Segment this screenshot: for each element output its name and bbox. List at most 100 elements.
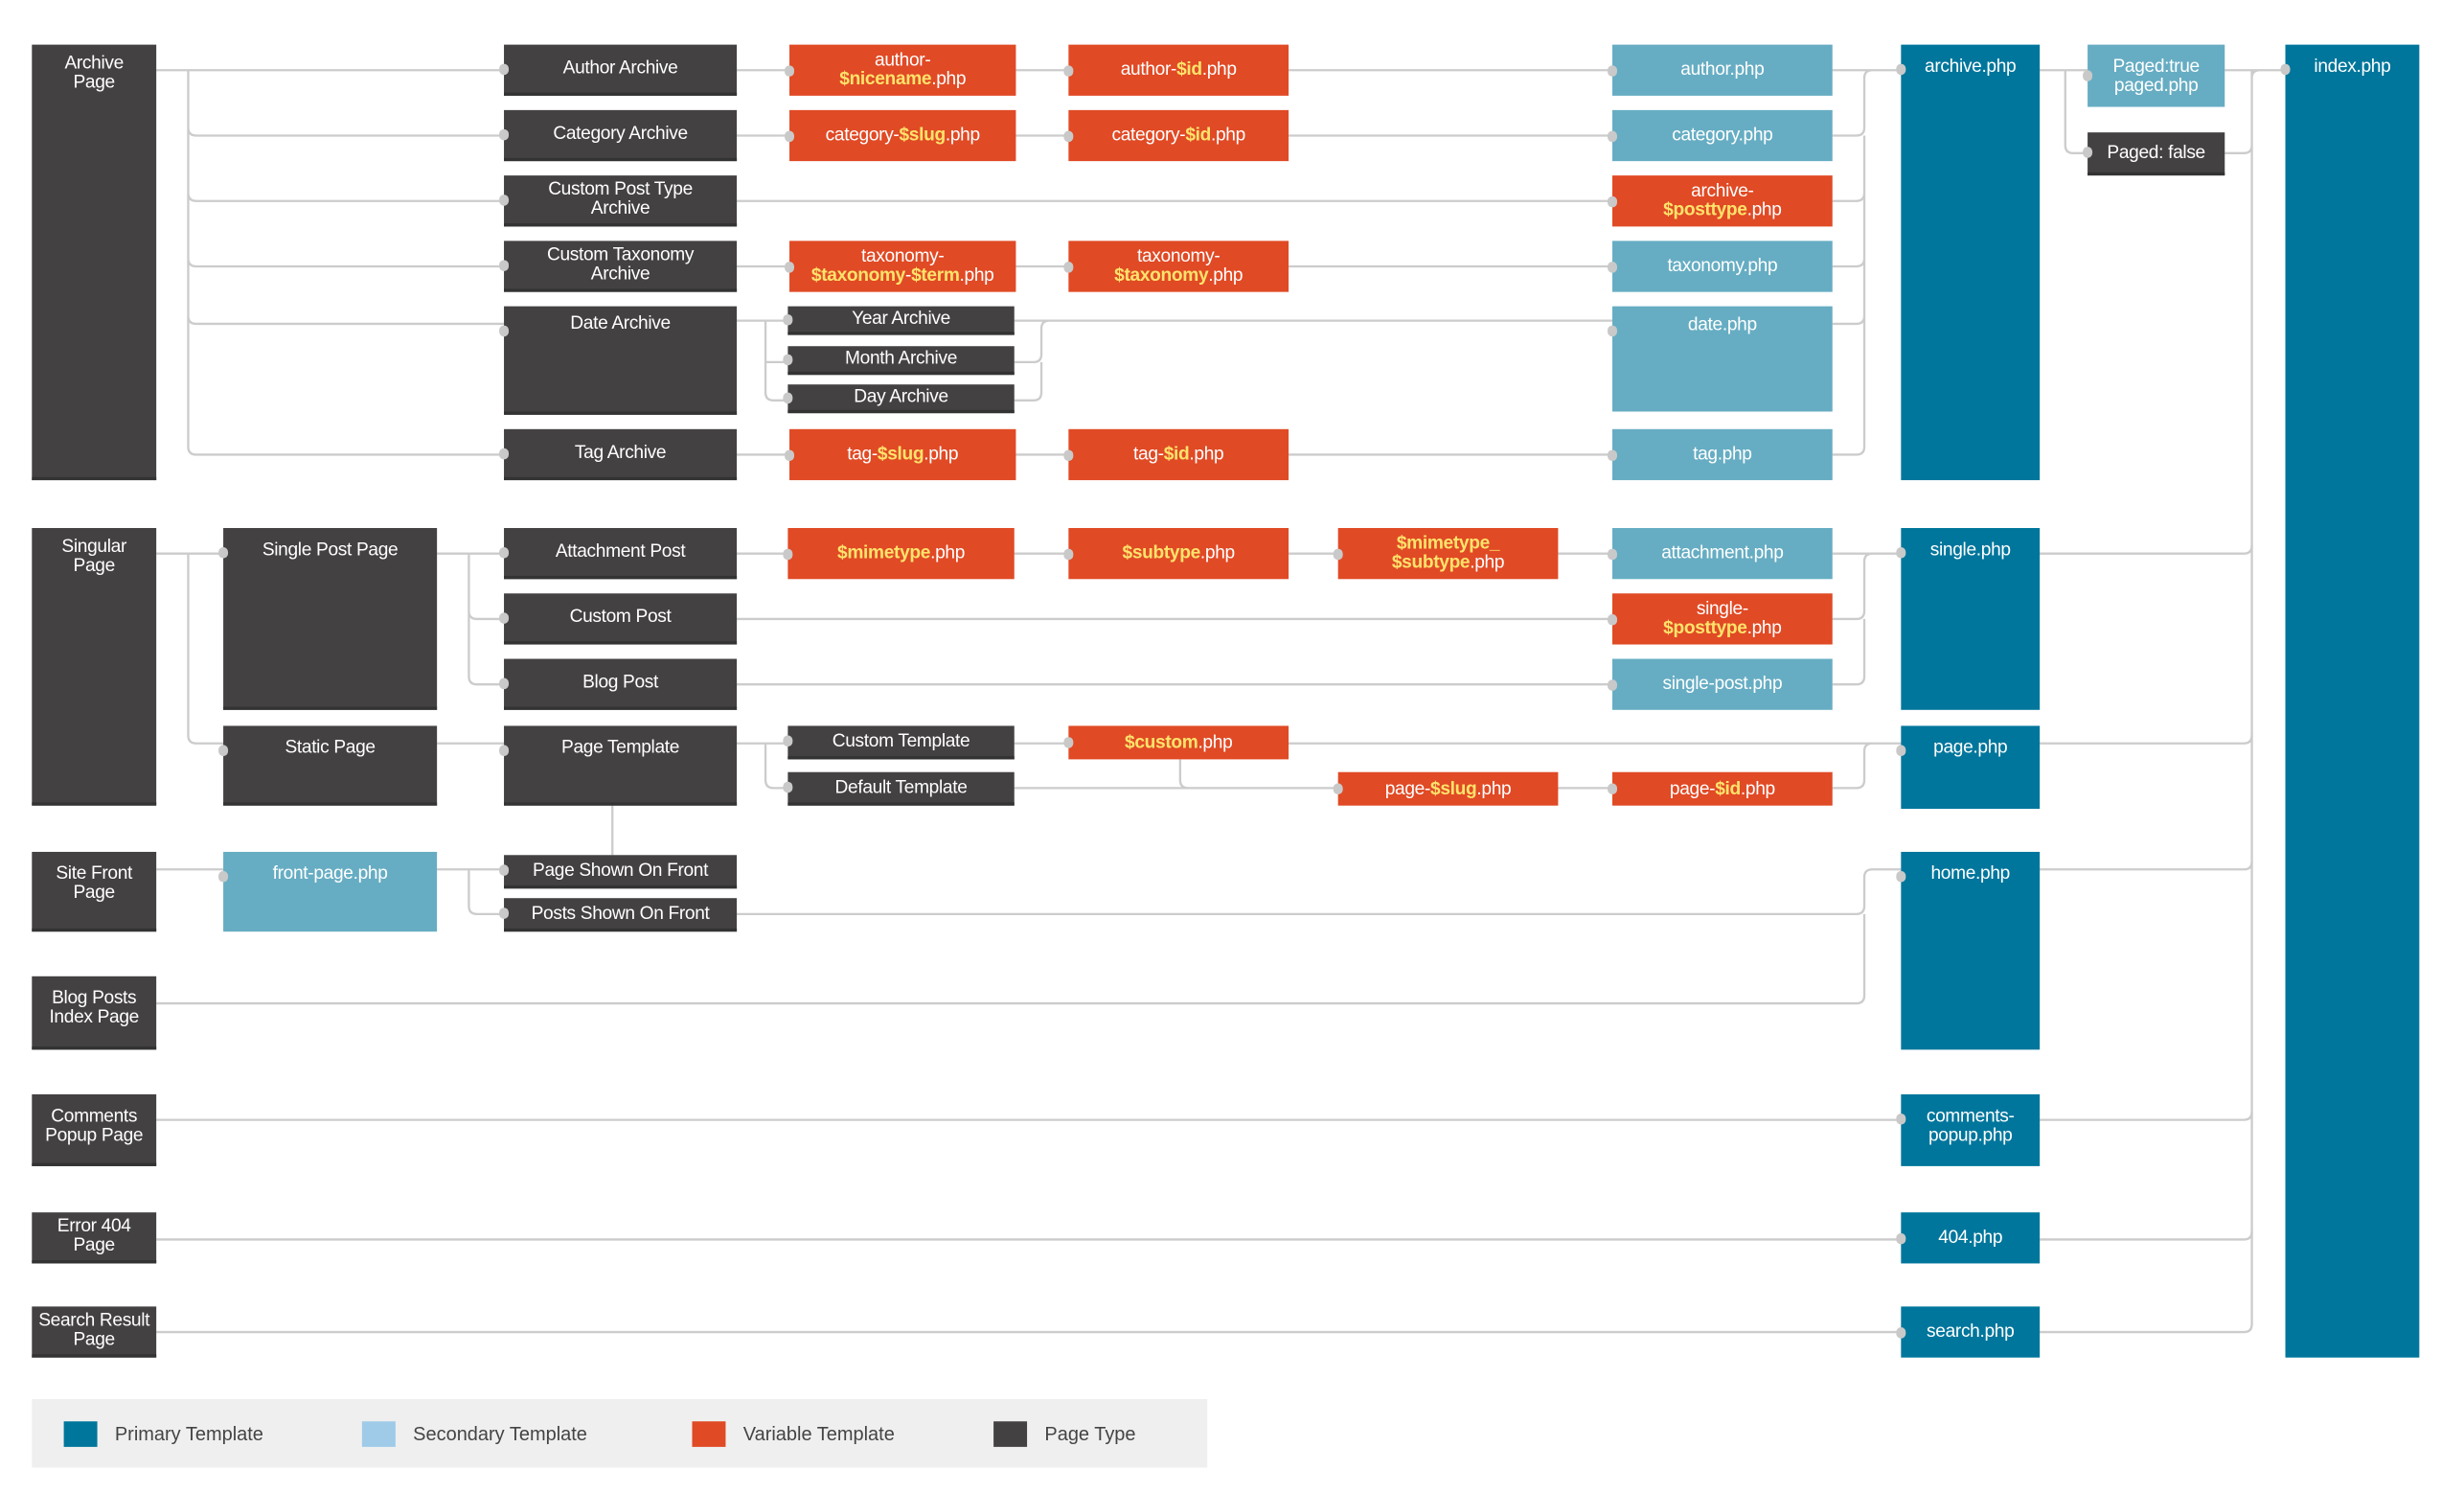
node-label: taxonomy- $taxonomy-$term.php [810,247,994,286]
search-result-page-node: Search Result Page [32,1306,157,1358]
legend-label: Page Type [1044,1422,1136,1446]
legend-swatch [63,1421,98,1447]
author-archive-node: Author Archive [499,44,738,96]
node-label: author.php [1680,60,1765,80]
archive-php-node: archive.php [1896,44,2041,481]
node-label: Singular Page [61,538,127,576]
variable-token: $custom [1125,732,1198,752]
variable-token: $taxonomy [1114,266,1209,286]
node-label: Attachment Post [555,541,686,562]
node-label: Category Archive [553,124,688,144]
404-php-node: 404.php [1896,1212,2041,1264]
custom-template-node: Custom Template [783,725,1015,760]
page-slug-node: page-$slug.php [1333,771,1559,806]
archive-posttype-node: archive- $posttype.php [1608,175,1833,227]
year-archive-node: Year Archive [783,306,1015,335]
node-label: Month Archive [845,349,958,369]
node-label: Custom Taxonomy Archive [546,245,695,285]
node-label: author-$id.php [1120,60,1237,80]
blog-post-node: Blog Post [499,658,738,710]
front-page-php-node: front-page.php [218,851,438,932]
legend-swatch [361,1421,396,1447]
custom-post-type-archive-node: Custom Post Type Archive [499,175,738,227]
variable-token: $posttype [1663,200,1747,220]
node-label: Static Page [285,738,376,758]
node-label: category-$id.php [1111,126,1246,146]
node-label: page-$slug.php [1384,779,1512,799]
custom-post-node: Custom Post [499,593,738,645]
index-php-node: index.php [2280,44,2420,1358]
node-label: search.php [1927,1322,2015,1343]
legend-item-secondary: Secondary Template [361,1421,587,1447]
node-label: $mimetype.php [837,543,966,563]
variable-token: $term [911,266,960,286]
node-label: tag.php [1693,445,1752,465]
node-label: Year Archive [852,309,950,329]
node-label: author- $nicename.php [839,51,967,90]
node-label: single- $posttype.php [1663,599,1782,638]
variable-token: $slug [877,445,924,465]
variable-token: $slug [1430,779,1477,799]
variable-token: $subtype [1391,553,1471,573]
error-404-page-node: Error 404 Page [32,1212,157,1264]
attachment-post-node: Attachment Post [499,528,738,580]
legend-item-primary: Primary Template [63,1421,263,1447]
node-label: $mimetype_ $subtype.php [1391,534,1505,573]
archive-page-node: Archive Page [32,44,157,481]
node-label: Date Archive [570,313,671,333]
variable-token: $id [1185,126,1211,146]
single-posttype-node: single- $posttype.php [1608,593,1833,645]
tag-slug-node: tag-$slug.php [785,428,1016,481]
node-label: Search Result Page [38,1311,150,1350]
node-label: Blog Post [582,673,659,693]
node-label: Comments Popup Page [45,1107,144,1146]
node-label: tag-$id.php [1133,445,1224,465]
variable-token: $subtype [1122,543,1201,563]
tag-id-node: tag-$id.php [1063,428,1289,481]
date-archive-node: Date Archive [499,306,738,415]
author-nicename-node: author- $nicename.php [785,44,1016,96]
node-label: Paged:true paged.php [2112,57,2200,96]
subtype-php-node: $subtype.php [1063,528,1289,580]
node-label: category.php [1672,126,1773,146]
legend-item-page-type: Page Type [993,1421,1136,1447]
variable-token: $slug [899,126,946,146]
node-label: front-page.php [272,864,388,884]
mimetype-php-node: $mimetype.php [783,528,1015,580]
node-label: date.php [1687,315,1757,335]
node-label: attachment.php [1661,543,1784,563]
node-label: single-post.php [1662,675,1783,695]
single-php-node: single.php [1896,528,2041,710]
category-php-node: category.php [1608,109,1833,162]
variable-token: $mimetype_ [1396,534,1500,554]
node-label: page.php [1933,738,2008,758]
page-id-node: page-$id.php [1608,771,1833,806]
static-page-node: Static Page [218,725,438,806]
node-label: Page Shown On Front [533,861,709,881]
paged-true-node: Paged:true paged.php [2083,44,2225,107]
tag-php-node: tag.php [1608,428,1833,481]
site-front-page-node: Site Front Page [32,851,157,932]
legend-label: Secondary Template [413,1422,587,1446]
custom-php-node: $custom.php [1063,725,1289,760]
node-label: Custom Post [569,608,672,628]
attachment-php-node: attachment.php [1608,528,1833,580]
variable-token: $id [1176,60,1202,80]
single-post-php-node: single-post.php [1608,658,1833,710]
node-label: $custom.php [1125,732,1233,752]
taxonomy-taxonomy-node: taxonomy- $taxonomy.php [1063,241,1289,292]
node-label: taxonomy- $taxonomy.php [1114,247,1243,286]
node-label: 404.php [1938,1228,2003,1248]
taxonomy-php-node: taxonomy.php [1608,241,1833,292]
node-label: Posts Shown On Front [531,904,710,924]
singular-page-node: Singular Page [32,528,157,806]
node-label: Default Template [834,777,968,797]
node-label: Archive Page [64,54,124,93]
single-post-page-node: Single Post Page [218,528,438,710]
node-label: Page Template [561,738,680,758]
mimetype-subtype-php-node: $mimetype_ $subtype.php [1333,528,1559,580]
page-shown-on-front-node: Page Shown On Front [499,855,738,889]
node-label: Single Post Page [262,540,399,561]
